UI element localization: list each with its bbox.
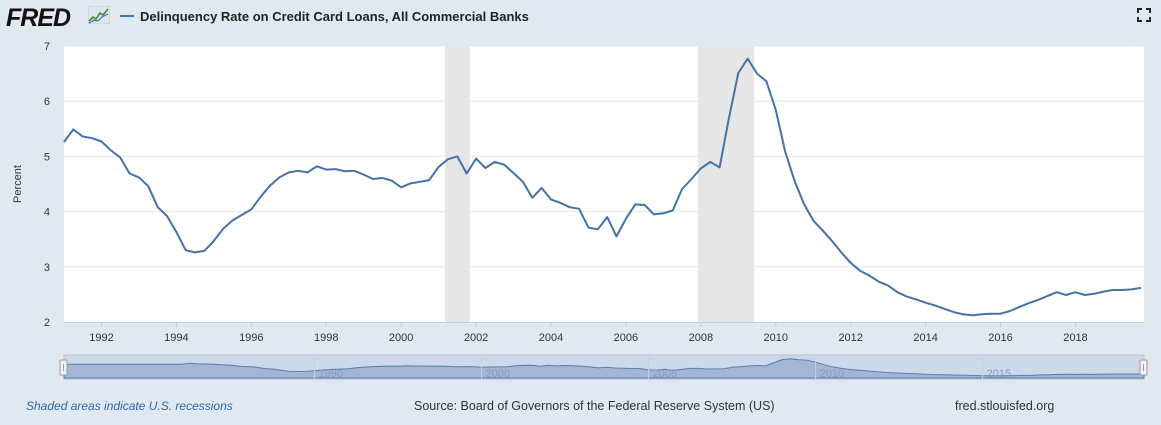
y-axis: 2 3 4 5 6 7 [44,41,50,329]
navigator-series-group [63,358,1145,379]
x-tick-label: 2018 [1063,332,1087,344]
chart-area: 2 3 4 5 6 7 1992 1994 1996 1998 2000 2002 2004 2006 2… [12,41,1148,380]
source-text: Source: Board of Governors of the Federa… [414,399,775,413]
y-tick-label: 6 [44,96,50,108]
navigator-tick-label: 2000 [486,368,510,380]
y-axis-label: Percent [12,165,24,203]
series-group [63,57,1142,317]
x-tick-label: 2006 [614,332,638,344]
recession-band [444,46,470,322]
legend-series-label: Delinquency Rate on Credit Card Loans, A… [140,9,529,24]
navigator-tick-label: 2015 [987,368,1011,380]
navigator-area [63,358,1145,379]
x-tick-label: 1996 [239,332,263,344]
navigator-tick-label: 1990 [319,368,343,380]
x-tick-label: 1992 [89,332,113,344]
recession-note-link[interactable]: Shaded areas indicate U.S. recessions [26,399,233,413]
navigator-tick-label: 2010 [820,368,844,380]
x-tick-label: 1998 [314,332,338,344]
y-tick-label: 7 [44,41,50,53]
x-tick-label: 2008 [689,332,713,344]
x-axis: 1992 1994 1996 1998 2000 2002 2004 2006 2008 2010… [64,322,1144,344]
legend-line-swatch [120,14,134,17]
plot-background [64,46,1144,322]
navigator-ticks-group: 1990 2000 2005 2010 2015 [314,355,1011,380]
y-tick-label: 5 [44,151,50,163]
chart-header: FRED Delinquency Rate on Credit Card Loa… [0,0,1161,34]
y-tick-label: 2 [44,317,50,329]
recession-shading-group [444,46,755,322]
x-tick-label: 2014 [913,332,937,344]
series-line [63,57,1142,317]
recession-band [697,46,755,322]
x-tick-label: 1994 [164,332,188,344]
x-tick-label: 2016 [988,332,1012,344]
x-tick-label: 2002 [464,332,488,344]
gridlines-group [64,45,1144,268]
x-tick-label: 2012 [838,332,862,344]
y-tick-label: 3 [44,262,50,274]
legend-series-title[interactable]: Delinquency Rate on Credit Card Loans, A… [120,9,529,24]
fred-logo-graph-icon [88,6,110,24]
fullscreen-icon[interactable] [1137,8,1151,22]
x-tick-label: 2000 [389,332,413,344]
x-tick-label: 2010 [764,332,788,344]
site-link[interactable]: fred.stlouisfed.org [955,399,1055,413]
y-tick-label: 4 [44,207,50,219]
navigator-tick-label: 2005 [653,368,677,380]
x-tick-label: 2004 [539,332,563,344]
fred-logo[interactable]: FRED [6,4,71,32]
